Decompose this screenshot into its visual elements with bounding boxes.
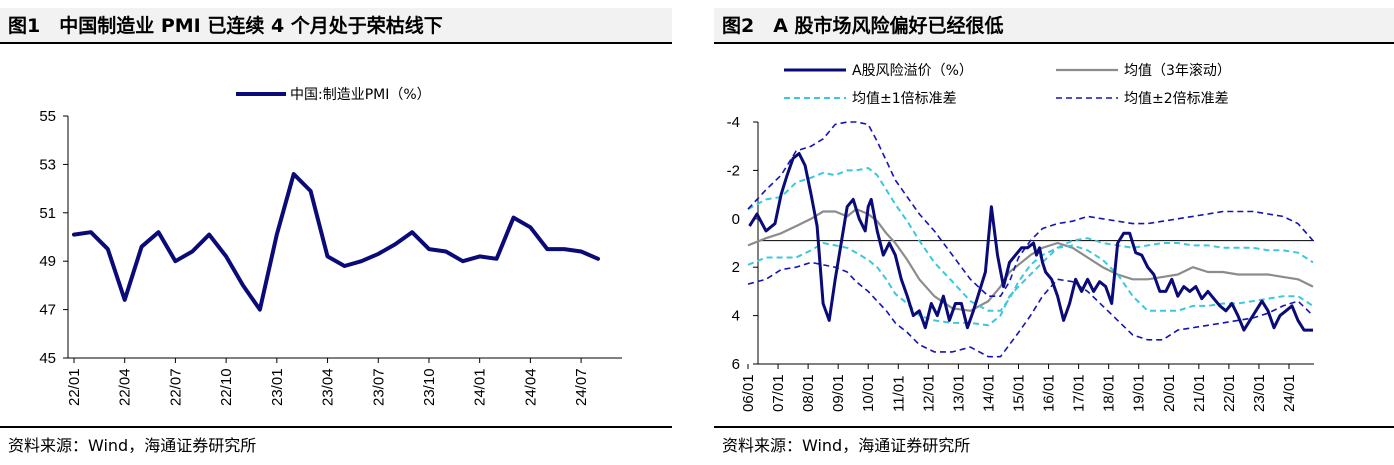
x-tick-label: 23/01 — [1251, 374, 1268, 412]
chart-title-2: 图2 A 股市场风险偏好已经很低 — [714, 8, 1394, 44]
legend-label: 均值±1倍标准差 — [852, 91, 957, 107]
x-tick-label: 19/01 — [1131, 374, 1148, 412]
divider — [714, 426, 1394, 428]
y-tick-label: -4 — [727, 114, 740, 131]
x-tick-label: 10/01 — [860, 374, 877, 412]
x-tick-label: 22/01 — [1221, 374, 1238, 412]
y-tick-label: 6 — [732, 356, 740, 373]
x-tick-label: 17/01 — [1071, 374, 1088, 412]
risk-premium-line — [748, 152, 1313, 332]
x-tick-label: 15/01 — [1011, 374, 1028, 412]
y-tick-label: 53 — [39, 156, 56, 173]
source-note-1: 资料来源：Wind，海通证券研究所 — [8, 436, 257, 455]
legend-label: 均值±2倍标准差 — [1124, 91, 1229, 107]
x-tick-label: 24/01 — [1281, 374, 1298, 412]
legend-label: A股风险溢价（%） — [852, 63, 973, 79]
x-tick-label: 13/01 — [950, 374, 967, 412]
x-tick-label: 23/10 — [421, 368, 438, 406]
x-tick-label: 24/04 — [522, 368, 539, 406]
chart-title-1: 图1 中国制造业 PMI 已连续 4 个月处于荣枯线下 — [0, 8, 672, 44]
mean-minus-2sd-line — [747, 261, 1314, 358]
x-tick-label: 23/07 — [370, 368, 387, 406]
pmi-chart: 55 53 51 49 47 45 22/01 22/04 22/07 22/10 23/01 23/… — [39, 87, 622, 406]
y-tick-label: 0 — [732, 211, 740, 228]
x-tick-label: 23/04 — [320, 368, 337, 406]
mean-minus-1sd-line — [747, 242, 1314, 327]
x-tick-label: 12/01 — [920, 374, 937, 412]
y-tick-label: 2 — [732, 259, 740, 276]
x-tick-label: 20/01 — [1161, 374, 1178, 412]
x-tick-label: 24/07 — [573, 368, 590, 406]
pmi-series-line — [72, 172, 600, 312]
x-tick-label: 24/01 — [472, 368, 489, 406]
x-tick-label: 07/01 — [770, 374, 787, 412]
x-tick-label: 22/04 — [117, 368, 134, 406]
x-tick-label: 18/01 — [1101, 374, 1118, 412]
divider — [0, 426, 672, 428]
mean-plus-2sd-line — [747, 121, 1314, 297]
x-tick-label: 22/10 — [218, 368, 235, 406]
x-tick-label: 06/01 — [740, 374, 757, 412]
risk-premium-chart: -4 -2 0 2 4 606/01 07/01 08/01 09/01 10/01 11/01 12… — [727, 62, 1314, 412]
source-note-2: 资料来源：Wind，海通证券研究所 — [722, 436, 971, 455]
chart-panel-2: 图2 A 股市场风险偏好已经很低 -4 -2 0 2 4 6 06/01 07/01 08/01… — [714, 0, 1394, 465]
legend-label: 均值（3年滚动） — [1124, 62, 1231, 79]
y-tick-label: 47 — [39, 302, 56, 319]
x-tick-label: 14/01 — [980, 374, 997, 412]
x-tick-label: 23/01 — [269, 368, 286, 406]
x-tick-label: 21/01 — [1191, 374, 1208, 412]
x-tick-label: 22/01 — [66, 368, 83, 406]
y-tick-label: 49 — [39, 253, 56, 270]
x-tick-label: 22/07 — [167, 368, 184, 406]
x-tick-label: 08/01 — [800, 374, 817, 412]
chart-panel-1: 图1 中国制造业 PMI 已连续 4 个月处于荣枯线下 55 53 51 49 47 45… — [0, 0, 672, 465]
legend-label: 中国:制造业PMI（%） — [290, 87, 431, 103]
y-tick-label: 4 — [732, 308, 740, 325]
y-tick-label: 51 — [39, 205, 56, 222]
y-tick-label: 45 — [39, 350, 56, 367]
y-tick-label: -2 — [727, 162, 740, 179]
x-tick-label: 11/01 — [890, 376, 907, 412]
x-tick-label: 16/01 — [1041, 374, 1058, 412]
y-tick-label: 55 — [39, 108, 56, 125]
x-tick-label: 09/01 — [830, 374, 847, 412]
